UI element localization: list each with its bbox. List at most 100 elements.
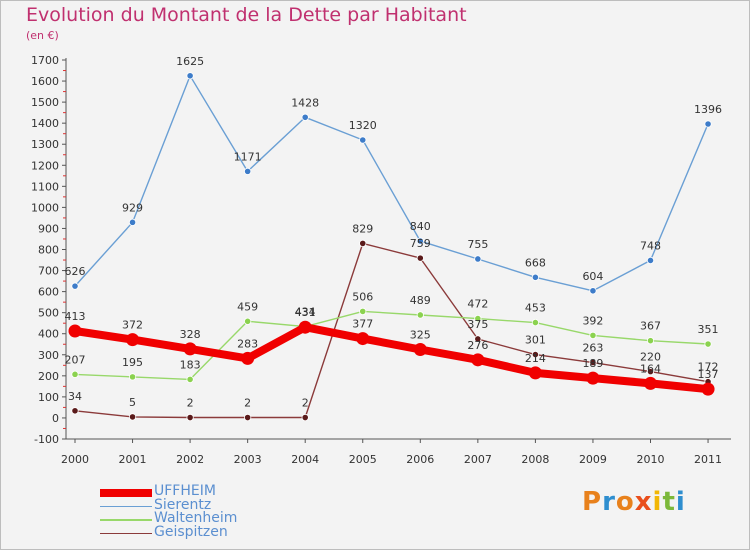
data-point (71, 370, 79, 378)
legend-label: Sierentz (154, 496, 212, 513)
data-label: 301 (525, 334, 546, 347)
data-point (244, 317, 252, 325)
logo-letter: i (652, 487, 663, 517)
x-tick-label: 2009 (579, 453, 607, 466)
data-point (704, 340, 712, 348)
data-label: 375 (467, 318, 488, 331)
data-point (646, 368, 655, 376)
data-point (298, 320, 312, 334)
data-point (244, 167, 252, 175)
data-label: 840 (410, 220, 431, 233)
x-tick-label: 2001 (119, 453, 147, 466)
y-tick-label: 800 (38, 244, 59, 257)
data-label: 325 (410, 329, 431, 342)
data-point (244, 413, 252, 422)
series-line-geispitzen (74, 242, 709, 419)
data-point (359, 136, 367, 144)
data-label: 929 (122, 201, 143, 214)
data-label: 1320 (349, 119, 377, 132)
data-point (71, 407, 79, 415)
y-tick-label: 100 (38, 391, 59, 404)
data-point (586, 371, 600, 385)
data-label: 431 (295, 306, 316, 319)
legend-swatch (100, 519, 152, 521)
data-label: 164 (640, 362, 661, 375)
data-label: 372 (122, 319, 143, 332)
data-label: 829 (352, 222, 373, 235)
logo-letter: x (634, 487, 653, 517)
logo-letter: r (602, 487, 616, 517)
data-label: 2 (244, 397, 251, 410)
data-label: 2 (302, 397, 309, 410)
data-point (589, 287, 597, 295)
data-label: 668 (525, 256, 546, 269)
data-point (186, 72, 194, 80)
data-point (701, 382, 715, 396)
y-tick-label: 900 (38, 222, 59, 235)
data-label: 283 (237, 337, 258, 350)
data-point (474, 335, 482, 343)
legend-label: Geispitzen (154, 523, 228, 540)
data-point (416, 254, 424, 262)
data-point (474, 255, 482, 263)
y-tick-label: 500 (38, 307, 59, 320)
data-label: 263 (582, 342, 603, 355)
legend-swatch (100, 505, 152, 508)
data-point (474, 314, 482, 323)
x-tick-label: 2004 (291, 453, 319, 466)
x-tick-label: 2000 (61, 453, 89, 466)
data-label: 137 (698, 368, 719, 381)
legend-swatch (100, 489, 152, 497)
x-tick-label: 2010 (637, 453, 665, 466)
data-label: 183 (180, 358, 201, 371)
data-label: 453 (525, 302, 546, 315)
series-line-waltenheim (74, 310, 709, 381)
legend-swatch (100, 532, 152, 535)
y-tick-label: 1600 (31, 75, 59, 88)
legend-label: UFFHEIM (154, 483, 216, 499)
chart-title: Evolution du Montant de la Dette par Hab… (26, 4, 467, 26)
x-tick-label: 2011 (694, 453, 722, 466)
data-point (301, 413, 309, 422)
data-point (531, 273, 540, 281)
data-point (416, 237, 424, 245)
data-point (128, 413, 137, 421)
data-label: 34 (68, 390, 82, 403)
data-point (128, 373, 137, 381)
data-label: 748 (640, 239, 661, 252)
series-line-sierentz (74, 75, 709, 292)
x-tick-label: 2005 (349, 453, 377, 466)
y-tick-label: 600 (38, 286, 59, 299)
legend-label: Waltenheim (154, 510, 238, 526)
data-point (531, 350, 540, 359)
data-label: 506 (352, 290, 373, 303)
data-point (359, 239, 367, 247)
data-label: 489 (410, 294, 431, 307)
data-label: 220 (640, 351, 661, 364)
data-label: 1396 (694, 103, 722, 116)
data-label: 1428 (291, 96, 319, 109)
data-label: 459 (237, 300, 258, 313)
data-label: 207 (65, 353, 86, 366)
logo-letter: t (662, 487, 676, 517)
data-label: 392 (582, 314, 603, 327)
data-point (128, 218, 137, 226)
data-label: 1625 (176, 55, 204, 68)
data-label: 626 (65, 265, 86, 278)
data-label: 5 (129, 396, 136, 409)
data-label: 195 (122, 356, 143, 369)
data-point (644, 376, 657, 390)
data-label: 1171 (234, 150, 262, 163)
x-tick-label: 2003 (234, 453, 262, 466)
data-label: 759 (410, 237, 431, 250)
data-label: 604 (582, 270, 603, 283)
data-label: 172 (698, 361, 719, 374)
y-tick-label: 1400 (31, 117, 59, 130)
y-tick-label: 1200 (31, 159, 59, 172)
data-point (413, 343, 427, 357)
data-label: 434 (295, 306, 316, 319)
data-point (186, 413, 194, 422)
y-tick-label: 1300 (31, 138, 59, 151)
